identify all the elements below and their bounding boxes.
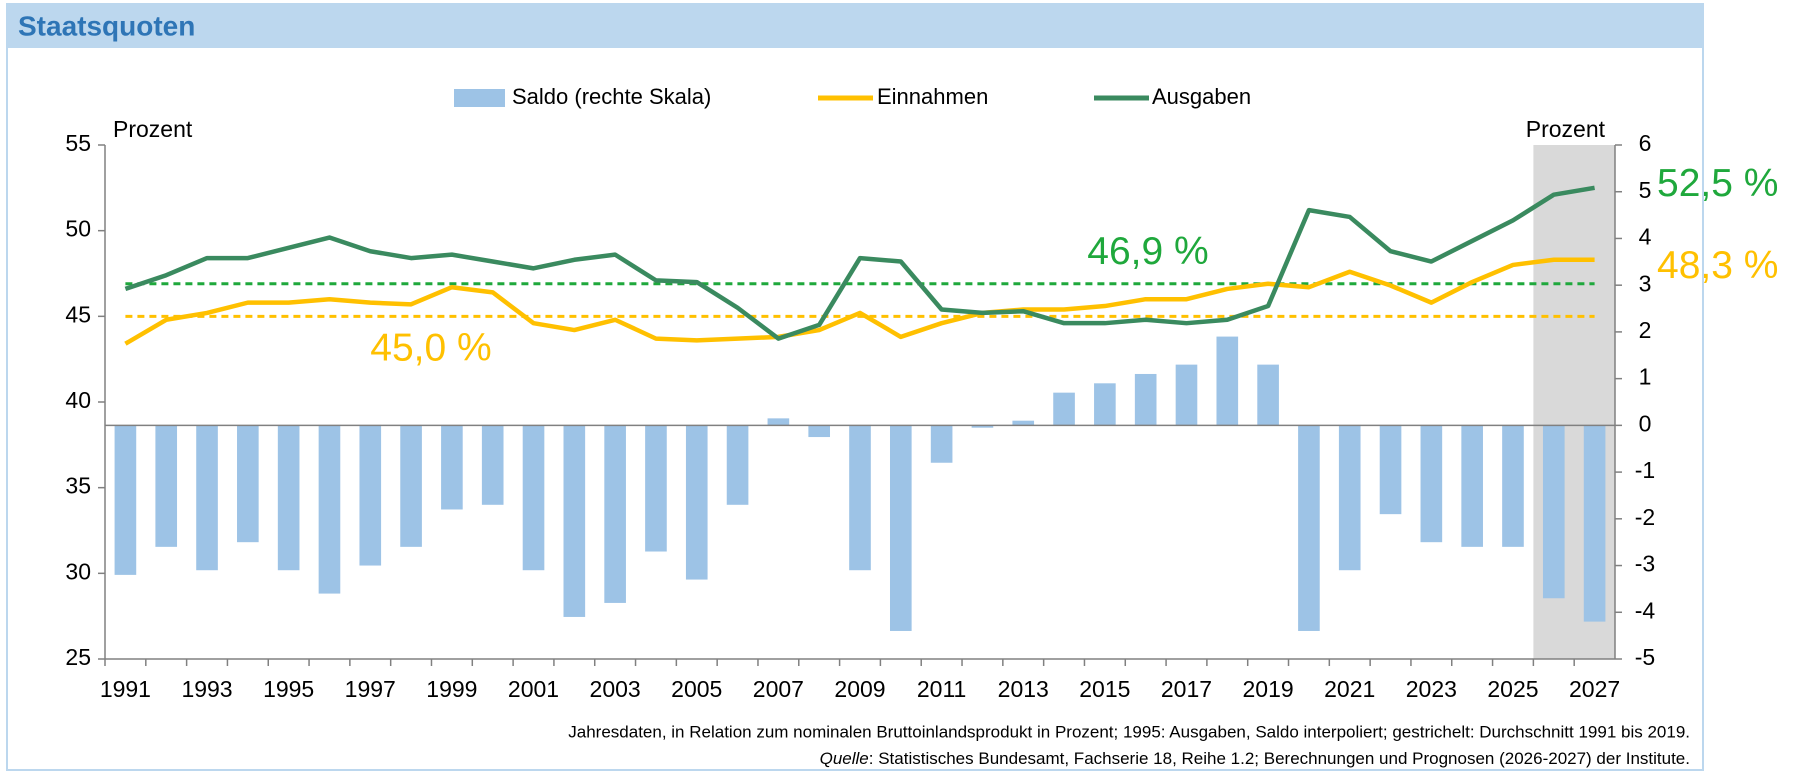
bar: [1012, 420, 1035, 426]
bar: [767, 418, 790, 426]
legend-label: Ausgaben: [1152, 84, 1251, 109]
y2-tick-label: 2: [1639, 317, 1652, 343]
header-bar: [7, 4, 1703, 48]
bar: [604, 425, 626, 603]
source-label: Quelle: [820, 749, 869, 768]
x-tick-label: 1991: [100, 676, 151, 702]
y2-tick-label: 3: [1639, 270, 1652, 296]
bar: [1379, 425, 1402, 515]
x-tick-label: 2017: [1161, 676, 1212, 702]
bar: [318, 425, 341, 594]
end-label: 52,5 %: [1657, 162, 1778, 205]
y2-tick-label: 1: [1639, 364, 1652, 390]
x-tick-label: 2001: [508, 676, 559, 702]
bar: [1134, 373, 1157, 426]
y2-tick-label: -1: [1635, 457, 1655, 483]
bar: [237, 425, 259, 543]
line: [124, 185, 1595, 341]
bar: [114, 425, 137, 575]
average-label: 45,0 %: [370, 327, 491, 370]
frame: [6, 3, 1704, 771]
x-tick-label: 2005: [671, 676, 722, 702]
bar: [400, 425, 422, 547]
bar: [1094, 383, 1116, 426]
bar: [1257, 364, 1279, 426]
bar: [849, 425, 871, 571]
x-tick-label: 1999: [426, 676, 477, 702]
bar: [563, 425, 586, 617]
source: Quelle: Statistisches Bundesamt, Fachser…: [820, 749, 1690, 768]
average-label: 46,9 %: [1087, 230, 1208, 273]
x-tick-label: 2023: [1406, 676, 1457, 702]
bar: [726, 425, 749, 505]
bar: [1502, 425, 1524, 547]
y-tick-label: 40: [65, 387, 91, 413]
end-label: 48,3 %: [1657, 244, 1778, 287]
x-tick-label: 1997: [345, 676, 396, 702]
bar: [441, 425, 463, 510]
y2-tick-label: -5: [1635, 644, 1655, 670]
bar: [277, 425, 300, 571]
x-tick-label: 1993: [181, 676, 232, 702]
y-tick-label: 30: [65, 558, 91, 584]
bar: [1298, 425, 1320, 631]
chart-title: Staatsquoten: [18, 10, 195, 41]
y2-tick-label: 6: [1639, 130, 1652, 156]
x-tick-label: 2019: [1243, 676, 1294, 702]
legend-label: Einnahmen: [877, 84, 988, 109]
bar: [1461, 425, 1483, 547]
bar: [889, 425, 912, 631]
bar: [1053, 392, 1075, 426]
bar: [1216, 336, 1239, 426]
bar: [685, 425, 708, 580]
legend-swatch: [454, 89, 505, 107]
bar: [1420, 425, 1443, 543]
x-tick-label: 2003: [590, 676, 641, 702]
bar: [155, 425, 178, 547]
x-tick-label: 2015: [1079, 676, 1130, 702]
x-tick-label: 2025: [1487, 676, 1538, 702]
y-tick-label: 25: [65, 644, 91, 670]
legend-label: Saldo (rechte Skala): [512, 84, 711, 109]
source-text: : Statistisches Bundesamt, Fachserie 18,…: [869, 749, 1690, 768]
bar: [1583, 425, 1606, 622]
bar: [481, 425, 504, 505]
bar: [930, 425, 953, 463]
bar: [1175, 364, 1198, 426]
line: [124, 257, 1595, 346]
y2-tick-label: -3: [1635, 551, 1655, 577]
y-tick-label: 35: [65, 473, 91, 499]
y-tick-label: 50: [65, 216, 91, 242]
y2-tick-label: -2: [1635, 504, 1655, 530]
x-tick-label: 2027: [1569, 676, 1620, 702]
footnote: Jahresdaten, in Relation zum nominalen B…: [568, 722, 1690, 741]
x-tick-label: 2011: [917, 676, 966, 702]
bar: [1542, 425, 1565, 599]
y2-tick-label: 0: [1639, 410, 1652, 436]
y-axis-label: Prozent: [113, 116, 193, 142]
y2-tick-label: -4: [1635, 597, 1656, 623]
x-tick-label: 2007: [753, 676, 804, 702]
x-tick-label: 2021: [1324, 676, 1375, 702]
bar: [1338, 425, 1361, 571]
bar: [359, 425, 382, 566]
x-tick-label: 2013: [998, 676, 1049, 702]
y-tick-label: 55: [65, 130, 91, 156]
x-tick-label: 2009: [834, 676, 885, 702]
y-tick-label: 45: [65, 301, 91, 327]
bar: [196, 425, 218, 571]
bar: [645, 425, 667, 552]
bar: [971, 425, 994, 428]
y2-tick-label: 5: [1639, 177, 1652, 203]
bar: [808, 425, 831, 438]
y2-tick-label: 4: [1639, 224, 1652, 250]
bar: [522, 425, 545, 571]
y2-axis-label: Prozent: [1526, 116, 1606, 142]
x-tick-label: 1995: [263, 676, 314, 702]
